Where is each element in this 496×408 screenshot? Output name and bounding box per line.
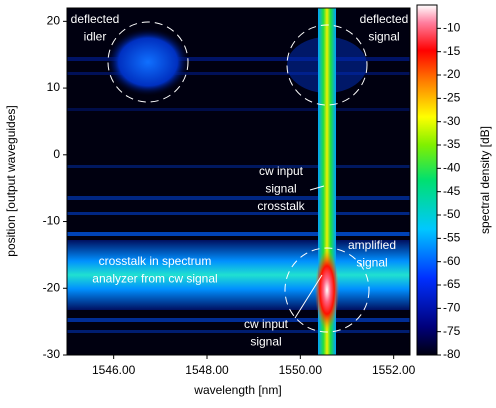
colorbar-tick-label: -75 [443,324,461,338]
annotation: signal [250,335,281,349]
x-tick-label: 1552.00 [372,363,416,377]
annotation: signal [356,256,387,270]
annotation: crosstalk [257,199,305,213]
y-tick-label: 0 [53,147,60,161]
annotation: signal [368,30,399,44]
colorbar-tick-label: -70 [443,301,461,315]
x-tick-label: 1546.00 [92,363,136,377]
colorbar-tick-label: -20 [443,67,461,81]
colorbar-tick-label: -55 [443,231,461,245]
heatmap-image [67,8,410,355]
colorbar-tick-label: -40 [443,161,461,175]
annotation-arrows [294,185,325,319]
plot-frame [66,7,411,356]
colorbar-tick-label: -35 [443,137,461,151]
y-tick-label: -10 [43,214,61,228]
colorbar [416,4,438,356]
annotation: analyzer from cw signal [92,272,217,286]
colorbar-tick-label: -65 [443,277,461,291]
colorbar-tick-label: -60 [443,254,461,268]
colorbar-tick-label: -10 [443,21,461,35]
x-axis-label: wavelength [nm] [193,383,281,397]
colorbar-tick-label: -25 [443,91,461,105]
y-tick-label: -30 [43,347,61,361]
annotation: deflected [360,12,409,26]
x-tick-label: 1550.00 [279,363,323,377]
annotation: amplified [348,238,396,252]
x-tick-label: 1548.00 [185,363,229,377]
colorbar-tick-label: -50 [443,207,461,221]
annotation: signal [265,182,296,196]
annotation: cw input [259,164,304,178]
annotation: cw input [244,317,289,331]
annotation: idler [84,30,107,44]
y-axis-label: position [output waveguides] [4,105,18,256]
y-tick-label: 10 [47,80,61,94]
colorbar-label: spectral density [dB] [478,126,492,234]
colorbar-tick-label: -80 [443,347,461,361]
colorbar-tick-label: -15 [443,44,461,58]
annotation: deflected [71,12,120,26]
y-tick-label: 20 [47,14,61,28]
colorbar-tick-label: -30 [443,114,461,128]
y-tick-label: -20 [43,280,61,294]
annotation: crosstalk in spectrum [99,254,212,268]
colorbar-tick-label: -45 [443,184,461,198]
highlight-circles [107,21,370,333]
